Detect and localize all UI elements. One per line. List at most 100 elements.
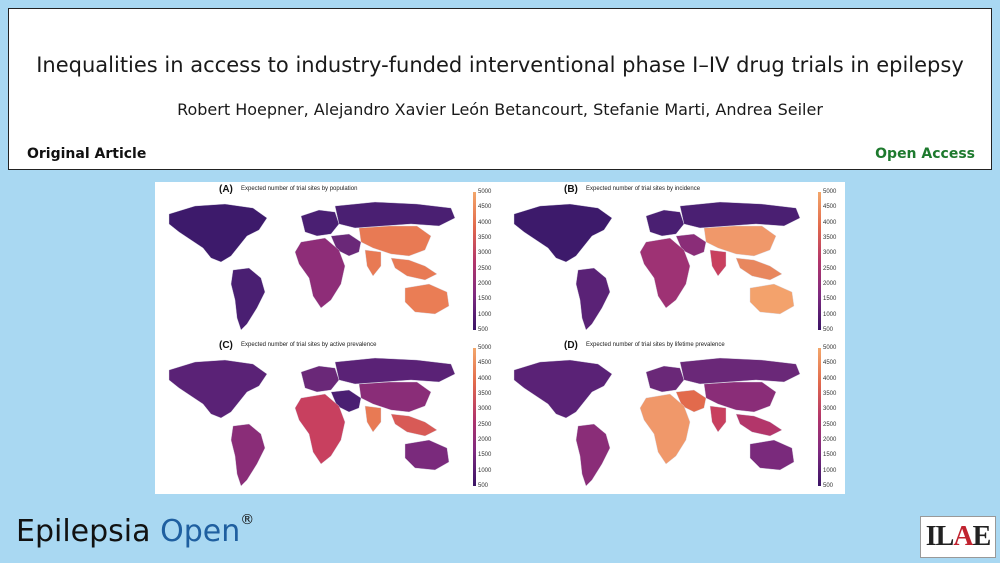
article-type-label: Original Article [27, 146, 147, 162]
region-russia [679, 357, 801, 385]
legend-tick-label: 4500 [478, 204, 492, 211]
region-russia [679, 201, 801, 229]
world-choropleth-map [168, 201, 456, 331]
registered-mark: ® [240, 512, 255, 528]
legend-tick-label: 500 [823, 327, 834, 333]
legend-tick-label: 3000 [823, 250, 837, 257]
color-legend: 5000 4500 4000 3500 3000 2500 2000 1500 1000 500 [473, 189, 500, 333]
region-india [709, 405, 727, 433]
map-panel: (B) Expected number of trial sites by inc… [500, 182, 845, 338]
region-india [364, 249, 382, 277]
open-access-label: Open Access [875, 146, 975, 162]
article-header: Inequalities in access to industry-funde… [8, 8, 992, 170]
legend-tick-label: 3000 [478, 406, 492, 413]
region-south-america [575, 267, 611, 331]
legend-tick-label: 1500 [478, 296, 492, 303]
region-asia [703, 381, 777, 413]
legend-tick-label: 4000 [823, 375, 837, 382]
legend-tick-label: 1000 [478, 467, 492, 474]
region-south-america [575, 423, 611, 487]
legend-tick-label: 4500 [478, 360, 492, 367]
world-choropleth-map [513, 357, 801, 487]
region-europe [645, 365, 685, 393]
legend-gradient-bar [473, 192, 476, 330]
legend-tick-label: 2000 [478, 437, 492, 443]
panel-caption: Expected number of trial sites by active… [241, 342, 377, 348]
region-india [709, 249, 727, 277]
region-australia [404, 439, 450, 471]
region-europe [300, 209, 340, 237]
legend-tick-label: 3500 [478, 391, 492, 397]
panel-caption: Expected number of trial sites by incide… [586, 186, 701, 192]
legend-tick-label: 3500 [823, 391, 837, 397]
region-southeast-asia [390, 257, 438, 281]
legend-tick-label: 4500 [823, 204, 837, 211]
legend-tick-label: 4000 [823, 219, 837, 226]
panel-label: (D) [564, 340, 578, 351]
legend-tick-label: 5000 [823, 345, 837, 351]
color-legend: 5000 4500 4000 3500 3000 2500 2000 1500 1000 500 [818, 189, 845, 333]
legend-tick-label: 5000 [823, 189, 837, 195]
region-asia [358, 225, 432, 257]
legend-tick-label: 2500 [823, 265, 837, 272]
legend-tick-label: 5000 [478, 189, 492, 195]
legend-gradient-bar [473, 348, 476, 486]
legend-tick-label: 500 [478, 327, 489, 333]
region-africa [294, 237, 346, 309]
legend-tick-label: 1000 [823, 311, 837, 318]
article-authors: Robert Hoepner, Alejandro Xavier León Be… [177, 100, 823, 119]
region-africa [639, 393, 691, 465]
ilae-logo-text: ILAE [925, 521, 991, 552]
legend-tick-label: 1500 [478, 452, 492, 459]
panel-label: (B) [564, 184, 578, 195]
legend-tick-label: 3000 [823, 406, 837, 413]
legend-tick-label: 2000 [823, 281, 837, 287]
region-europe [300, 365, 340, 393]
legend-tick-label: 3000 [478, 250, 492, 257]
figure-panel: (A) Expected number of trial sites by pop… [155, 182, 845, 494]
legend-tick-label: 3500 [478, 235, 492, 241]
world-choropleth-map [168, 357, 456, 487]
region-australia [749, 283, 795, 315]
map-panel: (A) Expected number of trial sites by pop… [155, 182, 500, 338]
region-africa [294, 393, 346, 465]
region-southeast-asia [735, 257, 783, 281]
legend-tick-label: 4000 [478, 219, 492, 226]
legend-gradient-bar [818, 192, 821, 330]
legend-tick-label: 1500 [823, 452, 837, 459]
region-north-america [168, 203, 268, 263]
legend-tick-label: 2500 [478, 265, 492, 272]
legend-tick-label: 1500 [823, 296, 837, 303]
region-southeast-asia [735, 413, 783, 437]
world-choropleth-map [513, 201, 801, 331]
legend-tick-label: 2500 [478, 421, 492, 428]
region-asia [703, 225, 777, 257]
legend-tick-label: 500 [823, 483, 834, 489]
legend-tick-label: 2000 [478, 281, 492, 287]
legend-tick-label: 2500 [823, 421, 837, 428]
map-panel: (C) Expected number of trial sites by act… [155, 338, 500, 494]
journal-brand: Epilepsia Open® [16, 512, 255, 549]
ilae-logo: ILAE [920, 516, 996, 558]
panel-caption: Expected number of trial sites by lifeti… [586, 342, 725, 348]
region-north-america [513, 359, 613, 419]
brand-main: Epilepsia [16, 514, 151, 549]
region-africa [639, 237, 691, 309]
region-north-america [168, 359, 268, 419]
brand-open: Open [160, 514, 241, 549]
panel-label: (A) [219, 184, 233, 195]
region-australia [749, 439, 795, 471]
map-panel: (D) Expected number of trial sites by lif… [500, 338, 845, 494]
region-europe [645, 209, 685, 237]
region-russia [334, 357, 456, 385]
legend-tick-label: 2000 [823, 437, 837, 443]
legend-tick-label: 500 [478, 483, 489, 489]
legend-tick-label: 5000 [478, 345, 492, 351]
panel-caption: Expected number of trial sites by popula… [241, 186, 358, 192]
region-north-america [513, 203, 613, 263]
legend-tick-label: 4500 [823, 360, 837, 367]
region-south-america [230, 267, 266, 331]
region-southeast-asia [390, 413, 438, 437]
color-legend: 5000 4500 4000 3500 3000 2500 2000 1500 1000 500 [818, 345, 845, 489]
region-asia [358, 381, 432, 413]
